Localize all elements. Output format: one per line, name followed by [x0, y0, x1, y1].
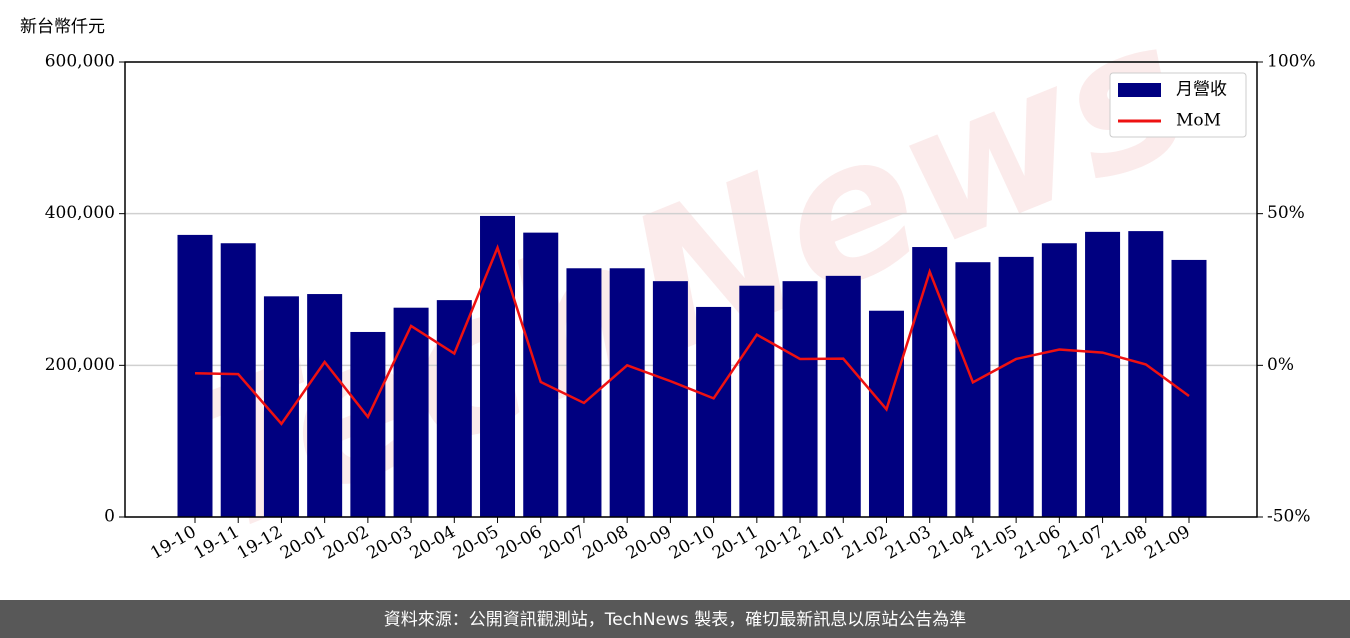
plot-frame: [124, 61, 1258, 518]
y2-tick-label: 100%: [1267, 52, 1316, 72]
x-tick-label: 21-07: [1055, 522, 1107, 564]
x-tick-label: 20-06: [493, 522, 545, 564]
x-tick-label: 19-10: [147, 522, 199, 564]
y2-tick-label: 0%: [1267, 355, 1294, 375]
bar: [696, 306, 732, 517]
y-axis-label: 新台幣仟元: [20, 17, 105, 37]
bar: [480, 215, 516, 518]
legend-label: 月營收: [1176, 80, 1227, 100]
x-tick-label: 21-08: [1098, 522, 1150, 564]
line: [194, 243, 1190, 426]
x-tick-label: 20-11: [709, 522, 761, 564]
x-tick-label: 21-04: [925, 522, 977, 564]
y-tick-label: 0: [104, 507, 115, 527]
bar: [393, 307, 429, 517]
x-tick-label: 20-08: [579, 522, 631, 564]
bar: [825, 275, 861, 517]
bar: [523, 232, 559, 517]
y2-tick-label: -50%: [1267, 507, 1311, 527]
y2-tick-label: 50%: [1267, 203, 1305, 223]
x-tick-label: 21-03: [882, 522, 934, 564]
bar: [436, 300, 472, 517]
bar: [609, 268, 645, 517]
bar: [912, 247, 948, 518]
bar: [652, 281, 688, 517]
x-tick-label: 20-04: [407, 522, 459, 564]
bar: [1085, 231, 1121, 517]
bar: [998, 256, 1034, 517]
x-tick-label: 21-02: [839, 522, 891, 564]
bar: [739, 285, 775, 517]
legend-swatch: [1118, 83, 1161, 97]
x-tick-label: 20-07: [536, 522, 588, 564]
footer-bar: [0, 600, 1350, 638]
bar: [350, 331, 386, 517]
bar: [307, 294, 343, 517]
y-tick-label: 400,000: [45, 203, 115, 223]
x-tick-label: 21-06: [1012, 522, 1064, 564]
bar: [955, 262, 991, 517]
bar: [868, 310, 904, 517]
y-tick-label: 600,000: [45, 52, 115, 72]
bar: [1041, 243, 1077, 517]
legend-label: MoM: [1176, 111, 1221, 131]
bar: [782, 281, 818, 517]
footer: 資料來源：公開資訊觀測站，TechNews 製表，確切最新訊息以原站公告為準: [384, 610, 966, 630]
x-tick-label: 21-09: [1141, 522, 1193, 564]
x-tick-label: 20-10: [666, 522, 718, 564]
y-tick-label: 200,000: [45, 355, 115, 375]
bar: [177, 234, 213, 517]
x-tick-label: 21-05: [968, 522, 1020, 564]
x-tick-label: 20-09: [623, 522, 675, 564]
x-tick-label: 20-05: [450, 522, 502, 564]
x-tick-label: 21-01: [796, 522, 848, 564]
x-tick-label: 20-12: [752, 522, 804, 564]
x-tick-label: 20-03: [363, 522, 415, 564]
bar: [220, 243, 256, 517]
